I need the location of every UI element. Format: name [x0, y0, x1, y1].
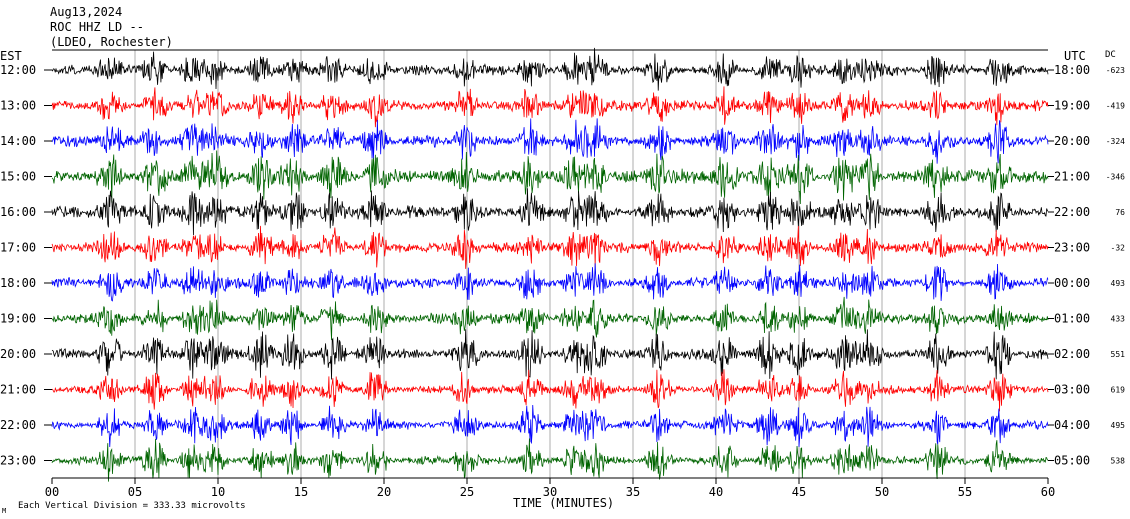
x-tick-label: 35 [626, 485, 640, 499]
scale-note: Each Vertical Division = 333.33 microvol… [18, 501, 246, 511]
utc-hour-label: 04:00 [1054, 418, 1090, 432]
est-axis-title: EST [0, 49, 22, 63]
seismic-trace [51, 150, 1049, 205]
est-hour-label: 14:00 [0, 134, 36, 148]
est-hour-label: 12:00 [0, 63, 36, 77]
scale-mark: M [2, 507, 7, 515]
header-date: Aug13,2024 [50, 5, 123, 19]
plot-frame [44, 49, 1054, 484]
dc-offset-label: 76 [1115, 208, 1125, 217]
grid-lines [134, 50, 966, 478]
seismic-trace [51, 188, 1049, 236]
utc-axis-title: UTC [1064, 49, 1086, 63]
dc-offset-label: -32 [1111, 244, 1126, 253]
est-hour-label: 19:00 [0, 312, 36, 326]
seismic-trace [51, 263, 1049, 302]
dc-offset-label: 493 [1111, 279, 1126, 288]
utc-hour-label: 21:00 [1054, 170, 1090, 184]
x-axis-title: TIME (MINUTES) [513, 496, 615, 510]
utc-hour-label: 23:00 [1054, 241, 1090, 255]
utc-hour-label: 19:00 [1054, 99, 1090, 113]
x-tick-label: 05 [128, 485, 142, 499]
x-tick-label: 15 [294, 485, 308, 499]
est-hour-label: 17:00 [0, 241, 36, 255]
est-hour-label: 13:00 [0, 99, 36, 113]
utc-hour-label: 20:00 [1054, 134, 1090, 148]
dc-offset-label: 538 [1111, 457, 1126, 466]
header-channel: ROC HHZ LD -- [50, 20, 144, 34]
seismic-trace [51, 225, 1049, 269]
seismic-trace [51, 405, 1049, 448]
seismic-traces [51, 47, 1049, 482]
utc-hour-label: 18:00 [1054, 63, 1090, 77]
x-tick-label: 20 [377, 485, 391, 499]
utc-hour-label: 01:00 [1054, 312, 1090, 326]
dc-offset-label: -324 [1106, 137, 1125, 146]
utc-hour-label: 22:00 [1054, 205, 1090, 219]
seismic-trace [51, 86, 1049, 128]
dc-offset-label: 433 [1111, 315, 1126, 324]
dc-offset-label: 495 [1111, 421, 1126, 430]
dc-offset-label: 551 [1111, 350, 1126, 359]
x-tick-label: 40 [709, 485, 723, 499]
dc-offset-label: -419 [1106, 102, 1125, 111]
est-hour-label: 20:00 [0, 347, 36, 361]
x-tick-label: 10 [211, 485, 225, 499]
seismic-trace [51, 118, 1049, 164]
dc-offset-label: 619 [1111, 386, 1126, 395]
est-hour-label: 22:00 [0, 418, 36, 432]
utc-hour-label: 00:00 [1054, 276, 1090, 290]
seismic-trace [51, 369, 1049, 412]
utc-hour-label: 02:00 [1054, 347, 1090, 361]
seismic-trace [51, 329, 1049, 380]
header-location: (LDEO, Rochester) [50, 35, 173, 49]
seismic-trace [51, 47, 1049, 91]
est-hour-label: 16:00 [0, 205, 36, 219]
axis-labels: 00 05 10 15 20 25 30 35 40 45 50 55 60 12:00 18:00 -623… [0, 63, 1125, 499]
utc-hour-label: 05:00 [1054, 454, 1090, 468]
dc-offset-label: -346 [1106, 173, 1125, 182]
dc-offset-label: -623 [1106, 66, 1125, 75]
dc-column-title: DC [1105, 50, 1116, 60]
x-tick-label: 25 [460, 485, 474, 499]
x-tick-label: 45 [792, 485, 806, 499]
est-hour-label: 15:00 [0, 170, 36, 184]
seismic-trace [51, 296, 1049, 341]
est-hour-label: 23:00 [0, 454, 36, 468]
x-tick-label: 30 [543, 485, 557, 499]
x-tick-label: 50 [875, 485, 889, 499]
est-hour-label: 21:00 [0, 383, 36, 397]
x-tick-label: 00 [45, 485, 59, 499]
x-tick-label: 60 [1041, 485, 1055, 499]
est-hour-label: 18:00 [0, 276, 36, 290]
utc-hour-label: 03:00 [1054, 383, 1090, 397]
x-tick-label: 55 [958, 485, 972, 499]
seismic-trace [51, 438, 1049, 482]
